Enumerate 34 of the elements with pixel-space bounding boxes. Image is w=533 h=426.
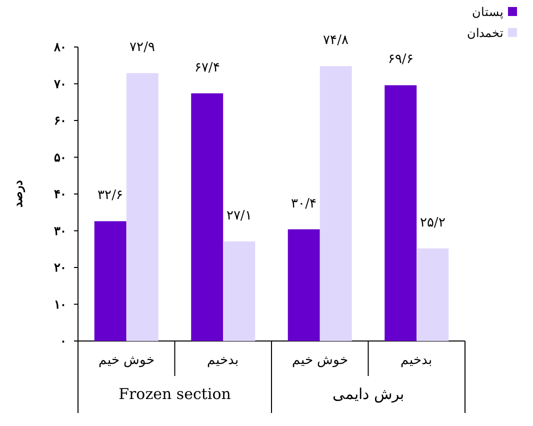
bar <box>288 229 320 341</box>
data-label: ۲۷/۱ <box>226 208 252 224</box>
y-tick-label: ۳۰ <box>54 224 66 238</box>
y-tick-label: ۵۰ <box>54 150 66 164</box>
data-label: ۷۴/۸ <box>323 33 349 48</box>
data-label: ۶۷/۴ <box>194 60 220 76</box>
x-tick-label: خوش خیم <box>292 353 348 368</box>
y-tick-label: ۷۰ <box>53 76 66 91</box>
bar <box>320 66 352 341</box>
bar <box>384 85 417 341</box>
data-label: ۶۹/۶ <box>388 52 414 68</box>
text: Frozen section <box>118 385 232 403</box>
y-tick-label: ۸۰ <box>53 40 66 54</box>
bar <box>94 221 126 341</box>
y-tick-label: ۰ <box>60 334 66 348</box>
bar <box>191 93 224 341</box>
data-label: ۲۵/۲ <box>420 215 446 230</box>
x-tick-label: بدخیم <box>400 353 433 368</box>
text: برش دایمی <box>332 385 404 403</box>
x-tick-label: بدخیم <box>207 353 240 368</box>
y-tick-label: ۶۰ <box>54 114 66 128</box>
data-label: ۳۲/۶ <box>98 188 124 204</box>
legend-label: تخمدان <box>467 26 503 40</box>
x-tick-label: خوش خیم <box>98 353 154 368</box>
bar <box>223 241 256 341</box>
bar <box>416 248 449 341</box>
data-label: ۳۰/۴ <box>291 196 317 212</box>
legend-label: پستان <box>472 5 503 19</box>
y-tick-label: ۴۰ <box>54 187 66 201</box>
bar <box>126 73 158 341</box>
y-tick-label: ۲۰ <box>54 260 66 274</box>
y-tick-label: ۱۰ <box>54 297 66 312</box>
data-label: ۷۲/۹ <box>130 40 156 56</box>
y-axis-title: درصد <box>11 180 26 208</box>
